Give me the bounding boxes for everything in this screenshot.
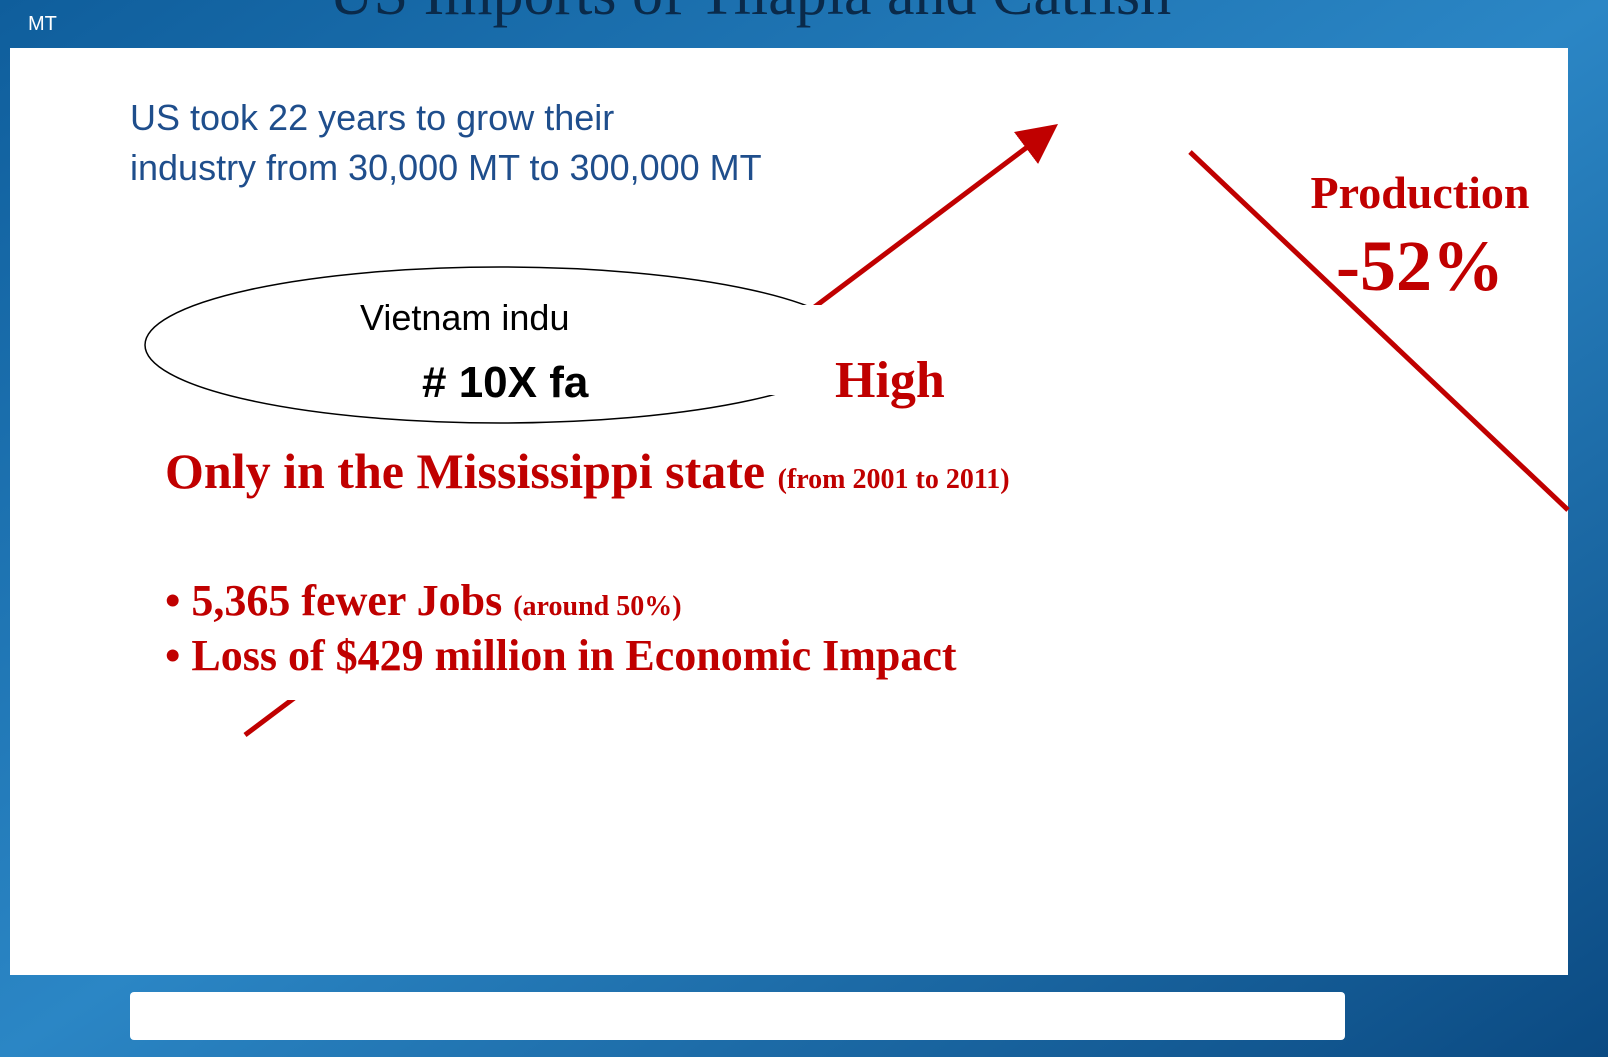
annotation: (from 2001 to 2011) — [778, 464, 1010, 495]
annotation: US took 22 years to grow their — [130, 97, 614, 138]
annotation: # 10X fa — [422, 358, 589, 407]
slide-title: US Imports of Tilapia and Catfish — [329, 0, 1171, 28]
annotation: -52% — [1336, 226, 1504, 306]
annotation: (around 50%) — [513, 591, 681, 622]
overlay-box — [150, 425, 1250, 700]
annotation: Production — [1311, 167, 1530, 218]
annotation: Only in the Mississippi state — [165, 443, 765, 499]
annotation: Vietnam indu — [360, 297, 569, 338]
bullet: • Loss of $429 million in Economic Impac… — [165, 631, 957, 680]
y-axis-unit: MT — [28, 13, 57, 35]
overlay-box — [610, 305, 1235, 395]
arrow — [1188, 150, 1570, 512]
annotation: industry from 30,000 MT to 300,000 MT — [130, 147, 762, 188]
annotation: 5,365 fewer Jobs — [191, 576, 502, 625]
bullet: • 5,365 fewer Jobs (around 50%) — [165, 576, 682, 625]
annotation: High — [835, 352, 945, 409]
annotation: Only in the Mississippi state (from 2001… — [165, 443, 1010, 499]
annotation: Loss of $429 million in Economic Impact — [191, 631, 956, 680]
legend — [130, 992, 1345, 1040]
